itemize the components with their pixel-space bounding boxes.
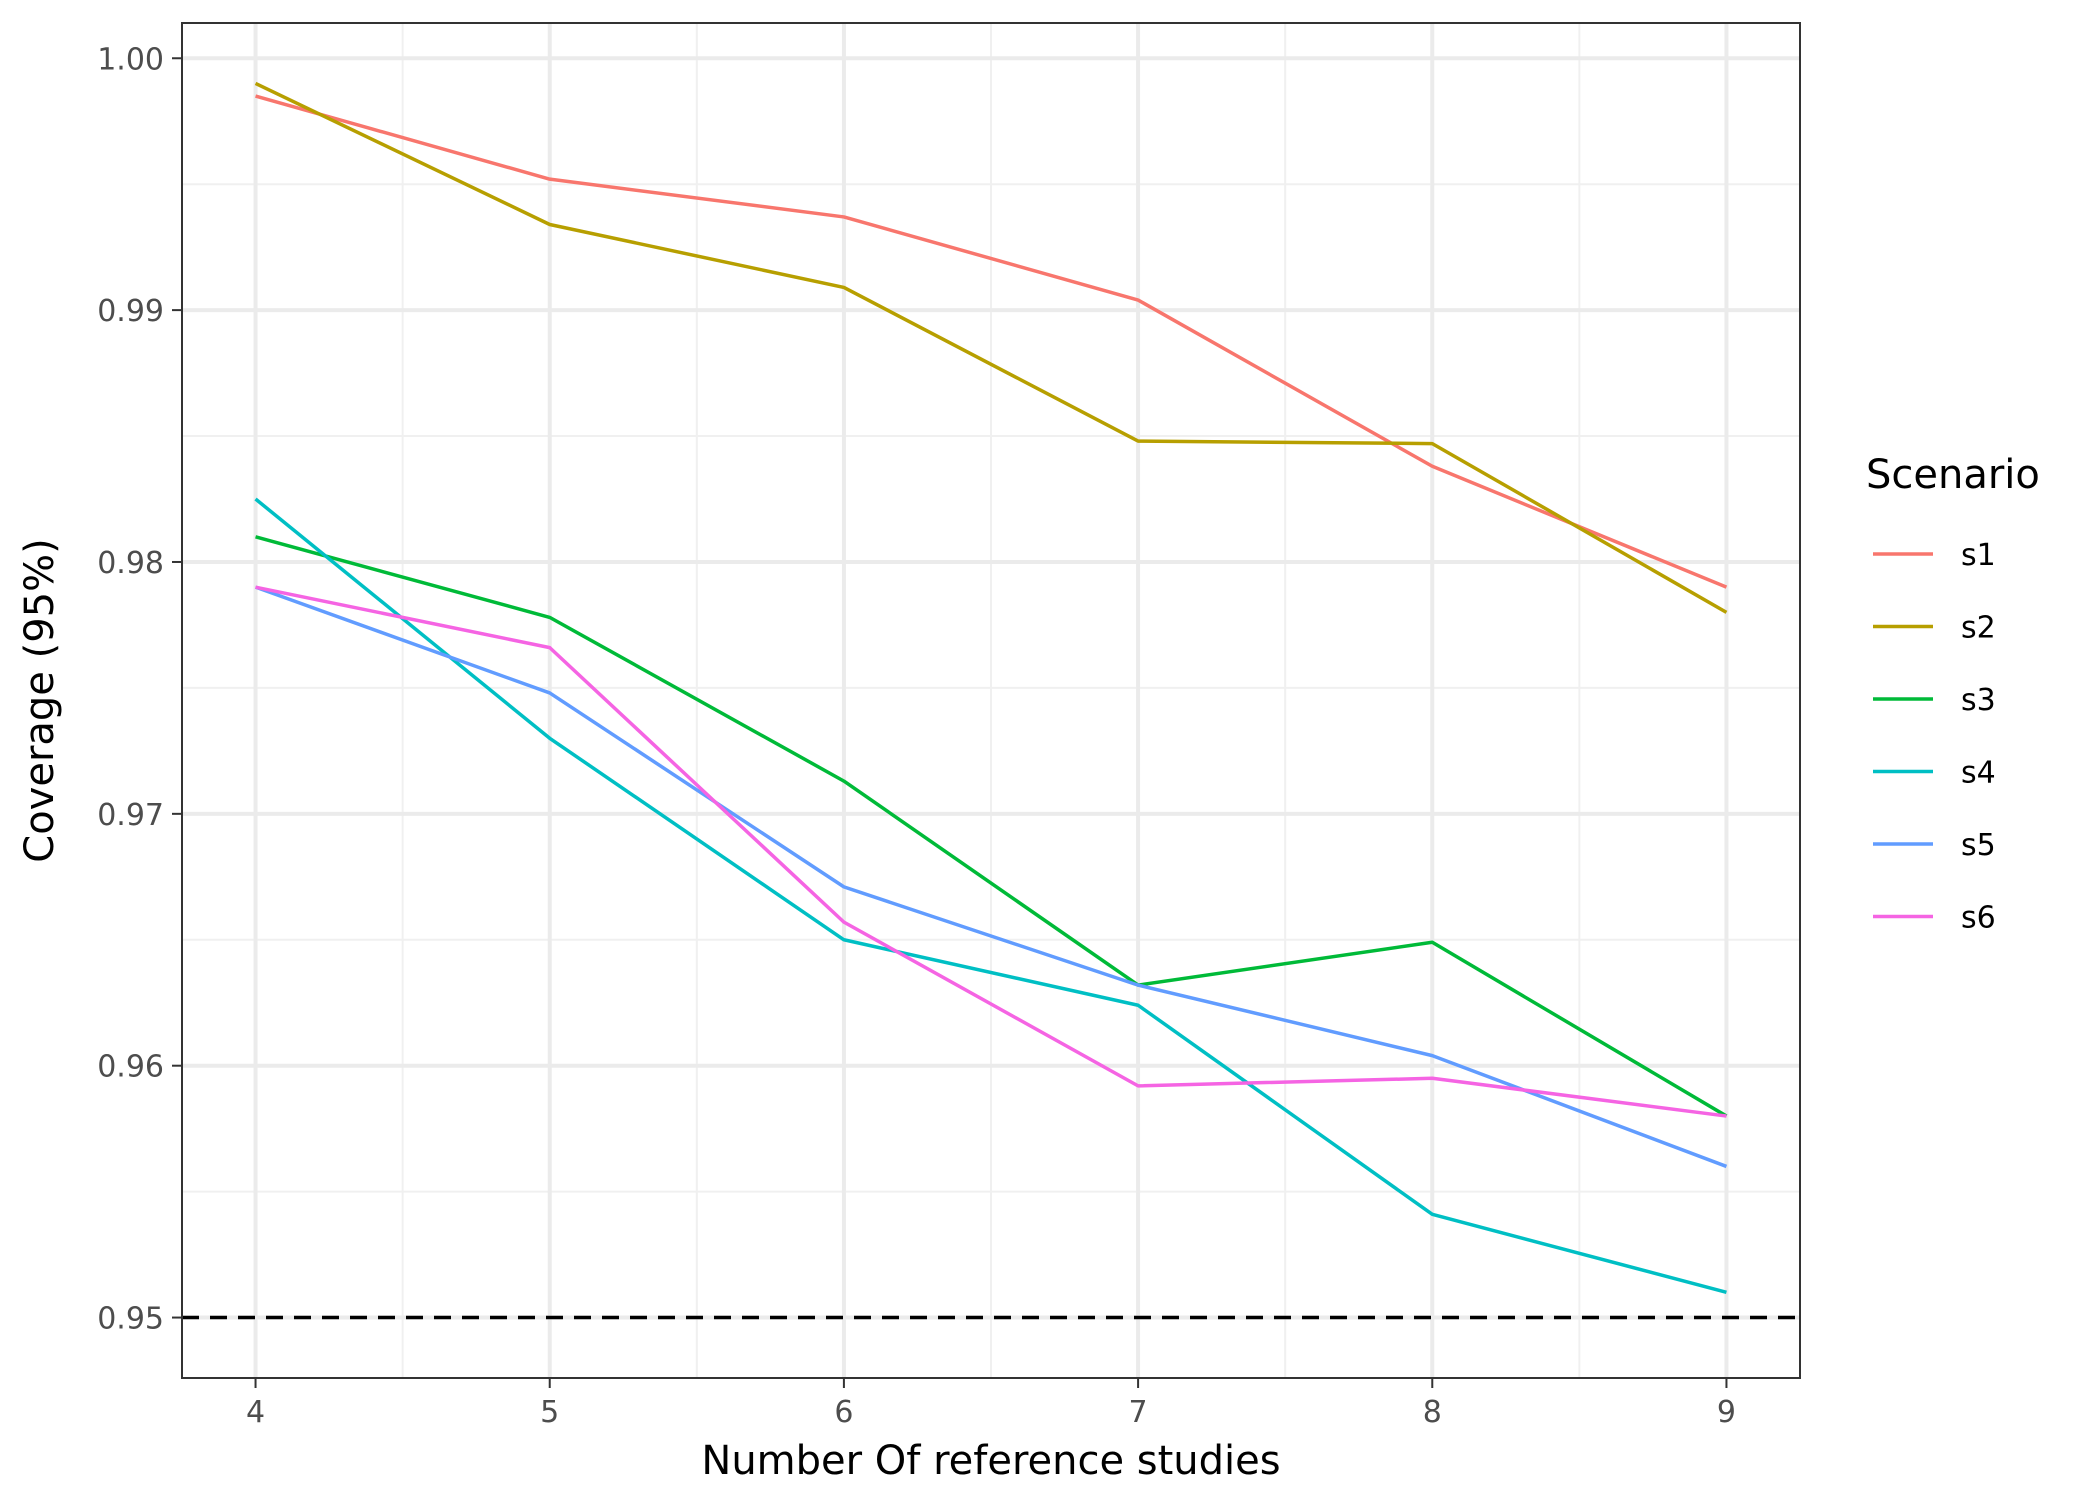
y-tick-label: 0.97: [97, 798, 164, 833]
x-axis-title: Number Of reference studies: [701, 1438, 1280, 1484]
y-axis: 0.95 0.96 0.97 0.98 0.99 1.00: [97, 42, 182, 1337]
legend-label-s5: s5: [1961, 828, 1996, 863]
x-axis: 4 5 6 7 8 9: [246, 1378, 1736, 1430]
series-line-s6: [255, 585, 1727, 1118]
x-tick-label: 7: [1129, 1395, 1148, 1430]
x-tick-label: 4: [246, 1395, 265, 1430]
plot-panel-border: [181, 22, 1801, 1379]
x-tick-label: 9: [1717, 1395, 1736, 1430]
legend-label-s1: s1: [1961, 538, 1996, 573]
series-lines: [254, 81, 1728, 1295]
x-tick-label: 6: [834, 1395, 853, 1430]
legend-label-s4: s4: [1961, 756, 1996, 791]
series-line-s2: [254, 81, 1728, 614]
legend-label-s2: s2: [1961, 611, 1996, 646]
legend: Scenario s1 s2 s3 s4 s5 s6: [1866, 452, 2040, 936]
y-tick-label: 0.99: [97, 294, 164, 329]
series-line-s3: [255, 535, 1728, 1118]
y-tick-label: 0.98: [97, 546, 164, 581]
series-line-s1: [255, 94, 1728, 589]
y-tick-label: 0.96: [97, 1050, 164, 1085]
series-line-s5: [254, 585, 1728, 1169]
legend-label-s6: s6: [1961, 901, 1996, 936]
y-axis-title: Coverage (95%): [17, 538, 63, 862]
series-line-s4: [254, 497, 1727, 1295]
y-tick-label: 1.00: [97, 42, 164, 77]
legend-title: Scenario: [1866, 452, 2040, 498]
legend-label-s3: s3: [1961, 683, 1996, 718]
x-tick-label: 5: [540, 1395, 559, 1430]
y-tick-label: 0.95: [97, 1302, 164, 1337]
x-tick-label: 8: [1423, 1395, 1442, 1430]
major-gridlines: [182, 23, 1800, 1378]
minor-gridlines: [182, 23, 1800, 1378]
